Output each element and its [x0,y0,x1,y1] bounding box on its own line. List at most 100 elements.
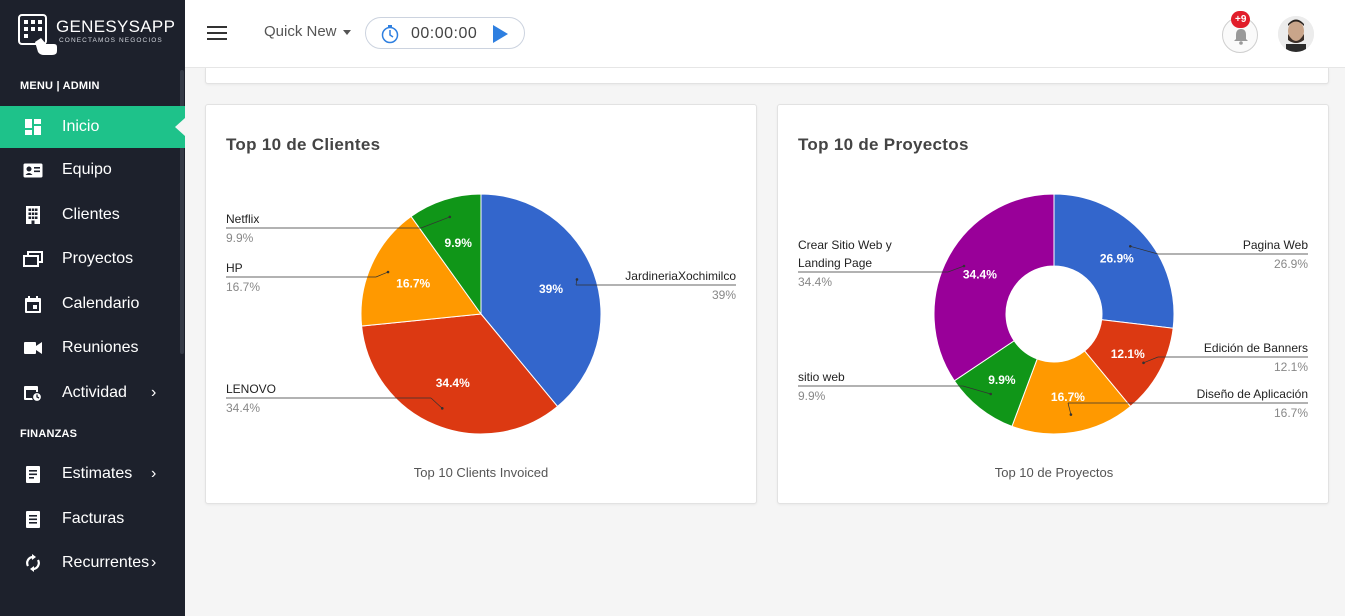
refresh-icon [23,553,43,573]
legend-name: Edición de Banners [1204,341,1308,355]
slice-value-label: 16.7% [396,276,430,290]
slice-value-label: 34.4% [963,267,997,281]
leader-line [1130,245,1159,255]
caret-down-icon [342,29,351,35]
pie-slice[interactable] [361,313,559,435]
sidebar-item-calendario[interactable]: Calendario [0,283,185,325]
leader-dot [1128,245,1132,248]
sidebar-item-clientes[interactable]: Clientes [0,194,185,236]
app-logo[interactable]: GENESYSAPP CONECTAMOS NEGOCIOS [18,14,178,58]
sidebar-item-inicio[interactable]: Inicio [0,106,185,148]
video-icon [23,338,43,358]
bell-icon [1234,29,1248,45]
pie-slice[interactable] [410,193,482,316]
sidebar-item-label: Calendario [62,295,140,312]
legend-name: Crear Sitio Web y [798,238,892,252]
user-avatar[interactable] [1278,16,1314,52]
top-card-edge [205,68,1329,84]
legend-percent: 34.4% [226,401,260,415]
sidebar-item-proyectos[interactable]: Proyectos [0,238,185,280]
legend-percent: 34.4% [798,275,832,289]
sidebar-item-label: Equipo [62,161,112,178]
chevron-right-icon: › [151,384,157,401]
activity-icon [23,383,43,403]
pie-slice[interactable] [933,193,1055,382]
leader-dot [1069,413,1073,416]
pie-slice[interactable] [480,193,602,408]
legend-name: Diseño de Aplicación [1197,387,1308,401]
sidebar-item-label: Estimates [62,465,133,482]
sidebar-item-equipo[interactable]: Equipo [0,149,185,191]
notification-badge: +9 [1231,11,1251,28]
projects-donut-chart: 26.9% Pagina Web 26.9% 12.1% Edición de Bann… [798,193,1308,480]
sidebar-item-recurrentes[interactable]: Recurrentes › [0,542,185,584]
active-indicator [175,118,185,136]
invoice-icon [23,509,43,529]
quick-new-dropdown[interactable]: Quick New [264,23,351,40]
topbar: Quick New 00:00:00 +9 [185,0,1345,68]
leader-line [1143,356,1159,364]
id-card-icon [23,160,43,180]
card-top-proyectos: Top 10 de Proyectos 26.9% Pagina Web 26.9%… [777,104,1329,504]
legend-name: sitio web [798,370,845,384]
sidebar-item-actividad[interactable]: Actividad › [0,372,185,414]
dashboard-icon [23,117,43,137]
sidebar-item-reuniones[interactable]: Reuniones [0,327,185,369]
logo-grid-icon [18,14,47,45]
legend-name: Landing Page [798,256,872,270]
card-top-clientes: Top 10 de Clientes 39% JardineriaXochimil… [205,104,757,504]
app-name: GENESYSAPP [56,17,176,36]
legend-name: Netflix [226,212,259,226]
pie-slice[interactable] [1053,193,1175,329]
leader-dot [440,407,444,410]
document-icon [23,464,43,484]
slice-value-label: 16.7% [1051,390,1085,404]
sidebar-item-label: Inicio [62,118,100,135]
slice-value-label: 34.4% [436,376,470,390]
sidebar-item-label: Reuniones [62,339,139,356]
section-label-finanzas: FINANZAS [20,428,78,440]
slice-value-label: 39% [539,282,563,296]
pie-slice[interactable] [1011,350,1132,435]
legend-name: LENOVO [226,382,276,396]
sidebar-item-label: Facturas [62,510,125,527]
stopwatch-icon [381,25,399,44]
hand-pointer-icon [35,38,57,55]
legend-percent: 16.7% [226,280,260,294]
sidebar-item-label: Proyectos [62,250,134,267]
leader-line [947,265,965,273]
app-tagline: CONECTAMOS NEGOCIOS [59,37,163,44]
legend-name: HP [226,261,243,275]
timer-widget: 00:00:00 [365,17,525,49]
slice-value-label: 9.9% [445,236,473,250]
chevron-right-icon: › [151,465,157,482]
leader-dot [962,264,966,268]
pie-slice[interactable] [360,215,482,327]
sidebar-item-label: Recurrentes [62,554,150,571]
legend-name: JardineriaXochimilco [625,269,736,283]
legend-percent: 16.7% [1274,406,1308,420]
legend-percent: 9.9% [226,231,254,245]
hamburger-menu-icon[interactable] [207,26,227,40]
chevron-right-icon: › [151,554,157,571]
clients-pie-chart: 39% JardineriaXochimilco 39% 34.4% LENOVO 34.… [226,193,736,480]
section-label-menu-admin: MENU | ADMIN [20,80,100,92]
legend-percent: 39% [712,288,736,302]
slice-value-label: 9.9% [988,373,1016,387]
chart-caption: Top 10 Clients Invoiced [414,465,548,480]
legend-name: Pagina Web [1243,238,1308,252]
sidebar-scrollbar[interactable] [180,70,184,354]
leader-line [962,385,991,395]
play-icon[interactable] [493,25,508,43]
leader-dot [575,278,579,281]
sidebar-item-label: Actividad [62,384,127,401]
sidebar-item-estimates[interactable]: Estimates › [0,453,185,495]
quick-new-label: Quick New [264,23,337,40]
legend-percent: 26.9% [1274,257,1308,271]
legend-percent: 9.9% [798,389,826,403]
timer-display: 00:00:00 [411,25,478,42]
folders-icon [23,249,43,269]
leader-dot [989,392,993,396]
sidebar: GENESYSAPP CONECTAMOS NEGOCIOS MENU | AD… [0,0,185,616]
sidebar-item-facturas[interactable]: Facturas [0,498,185,540]
